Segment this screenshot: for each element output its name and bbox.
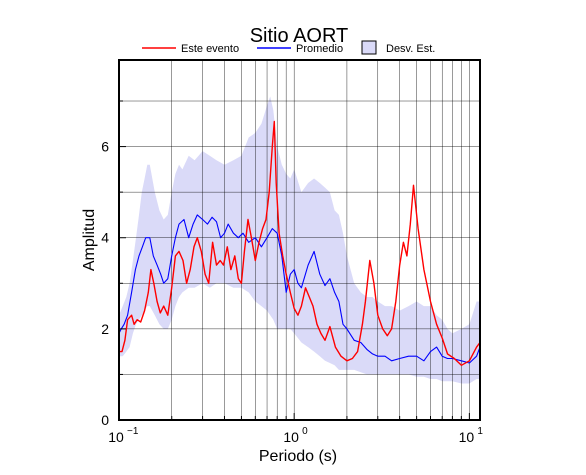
x-tick-label: 10 [108,429,124,445]
y-tick-label: 6 [101,139,109,155]
x-tick-label: 10 [283,429,299,445]
y-tick-label: 4 [101,230,109,246]
y-tick-label: 2 [101,321,109,337]
std-band-area [119,96,480,384]
legend-swatch-desv-est [361,40,377,55]
grid-layer [119,60,480,420]
legend: Este evento Promedio Desv. Est. [142,40,435,55]
std-band-layer [119,96,480,384]
x-tick-label-exponent: −1 [127,426,139,437]
series-line-este-evento [119,120,481,366]
series-layer [118,120,481,366]
x-tick-label: 10 [459,429,475,445]
legend-label-desv-est: Desv. Est. [386,43,435,55]
y-axis-title: Amplitud [81,209,98,271]
plot-frame [118,59,481,421]
x-tick-label-exponent: 1 [477,426,483,437]
x-tick-label-exponent: 0 [302,426,308,437]
chart-title: Sitio AORT [250,25,349,47]
legend-label-este-evento: Este evento [181,43,239,55]
x-axis-title: Periodo (s) [259,448,337,465]
y-tick-label: 0 [101,412,109,428]
legend-label-promedio: Promedio [296,43,343,55]
series-line-promedio [118,214,481,364]
